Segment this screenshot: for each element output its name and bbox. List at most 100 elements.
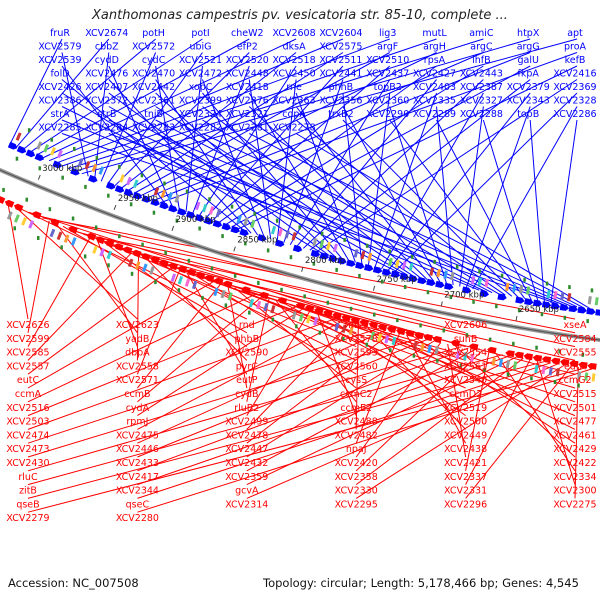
cog-feature-mark bbox=[184, 278, 191, 287]
minus-strand-feature bbox=[487, 346, 497, 354]
cog-feature-mark bbox=[434, 346, 440, 355]
minus-strand-gene-label: eutC bbox=[17, 375, 40, 386]
rna-feature-mark bbox=[436, 358, 439, 363]
plus-strand-gene-label: ihfB bbox=[472, 55, 491, 66]
minus-strand-gene-label: XCV2500 bbox=[444, 417, 487, 428]
plus-strand-feature bbox=[16, 145, 27, 154]
minus-strand-gene-label: XCV2477 bbox=[553, 417, 596, 428]
plus-leader-line bbox=[29, 38, 203, 154]
minus-strand-gene-label: XCV2554 bbox=[444, 348, 487, 359]
plus-leader-line bbox=[482, 119, 539, 301]
cog-feature-mark bbox=[560, 292, 565, 301]
rna-feature-mark bbox=[50, 137, 53, 142]
minus-strand-feature bbox=[323, 309, 333, 318]
minus-strand-gene-label: dbpA bbox=[125, 348, 150, 359]
minus-strand-gene-label: ccmD2 bbox=[449, 389, 482, 400]
cog-feature-mark bbox=[119, 174, 125, 183]
minus-leader-line bbox=[330, 315, 576, 417]
rna-feature-mark bbox=[266, 248, 270, 253]
minus-strand-feature bbox=[150, 256, 160, 264]
minus-strand-feature bbox=[450, 339, 461, 347]
plus-strand-gene-label: XCV2427 bbox=[413, 69, 456, 80]
plus-strand-feature bbox=[444, 282, 454, 290]
genome-stats-text: Topology: circular; Length: 5,178,466 bp… bbox=[263, 576, 579, 590]
cog-feature-mark bbox=[462, 351, 468, 361]
map-title: Xanthomonas campestris pv. vesicatoria s… bbox=[92, 8, 508, 23]
rna-feature-mark bbox=[483, 368, 486, 373]
cog-feature-mark bbox=[525, 286, 531, 295]
plus-strand-gene-label: efP2 bbox=[237, 42, 258, 53]
plus-leader-line bbox=[342, 119, 519, 298]
plus-strand-gene-label: fruR bbox=[50, 28, 70, 39]
minus-strand-gene-label: XCV2560 bbox=[335, 361, 378, 372]
plus-strand-feature bbox=[586, 307, 596, 315]
cog-feature-mark bbox=[220, 289, 226, 299]
cog-feature-mark bbox=[477, 277, 483, 286]
cog-feature-mark bbox=[450, 271, 455, 281]
cog-feature-mark bbox=[555, 368, 560, 377]
plus-leader-line bbox=[61, 133, 558, 305]
plus-strand-feature bbox=[355, 261, 365, 270]
minus-leader-line bbox=[152, 259, 357, 361]
plus-strand-gene-label: XCV2327 bbox=[460, 96, 503, 107]
plus-strand-feature bbox=[239, 228, 249, 237]
rna-feature-mark bbox=[381, 279, 384, 284]
minus-strand-gene-label: XCV2330 bbox=[335, 486, 378, 497]
minus-strand-gene-label: XCV2515 bbox=[553, 389, 596, 400]
rna-feature-mark bbox=[275, 218, 279, 223]
minus-strand-gene-label: XCV2488 bbox=[335, 417, 378, 428]
plus-strand-gene-label: trxB2 bbox=[328, 109, 354, 120]
cog-feature-mark bbox=[291, 232, 297, 241]
minus-strand-feature bbox=[414, 332, 424, 340]
rna-feature-mark bbox=[13, 226, 16, 231]
minus-leader-line bbox=[137, 296, 263, 403]
minus-strand-gene-label: XCV2519 bbox=[444, 403, 487, 414]
rna-feature-mark bbox=[118, 164, 121, 169]
rna-feature-mark bbox=[73, 147, 76, 151]
plus-leader-line bbox=[472, 106, 578, 290]
plus-strand-gene-label: XCV2343 bbox=[507, 96, 550, 107]
minus-strand-feature bbox=[50, 218, 60, 227]
minus-strand-gene-label: XCV2482 bbox=[335, 430, 378, 441]
minus-strand-feature bbox=[423, 334, 433, 342]
plus-strand-feature bbox=[185, 210, 196, 219]
cog-feature-mark bbox=[420, 343, 425, 352]
plus-strand-gene-label: XCV2356 bbox=[319, 96, 362, 107]
minus-strand-gene-label: rluB2 bbox=[234, 403, 259, 414]
scale-tick bbox=[233, 246, 236, 252]
plus-leader-line bbox=[120, 52, 297, 190]
plus-strand-gene-label: XCV2511 bbox=[319, 55, 362, 66]
plus-leader-line bbox=[381, 92, 484, 270]
minus-leader-line bbox=[27, 337, 421, 458]
plus-strand-feature bbox=[123, 188, 134, 197]
minus-strand-gene-label: XCV2555 bbox=[553, 348, 596, 359]
minus-strand-gene-label: XCV2571 bbox=[116, 375, 159, 386]
plus-strand-gene-label: argC bbox=[470, 42, 493, 53]
plus-strand-gene-label: XCV2448 bbox=[226, 69, 269, 80]
scale-tick bbox=[372, 285, 376, 291]
plus-leader-line bbox=[248, 79, 272, 240]
minus-leader-line bbox=[454, 344, 576, 458]
minus-strand-gene-label: XCV2558 bbox=[116, 361, 159, 372]
plus-strand-gene-label: argF bbox=[377, 42, 398, 53]
plus-leader-line bbox=[155, 65, 180, 210]
plus-leader-line bbox=[108, 65, 174, 208]
plus-strand-gene-label: XCV2376 bbox=[226, 96, 269, 107]
cog-feature-mark bbox=[546, 289, 551, 299]
plus-strand-feature bbox=[390, 270, 401, 278]
minus-strand-gene-label: XCV2432 bbox=[225, 458, 268, 469]
cog-feature-mark bbox=[367, 252, 373, 262]
plus-leader-line bbox=[202, 92, 343, 260]
plus-leader-line bbox=[295, 133, 591, 310]
plus-strand-gene-label: copA bbox=[282, 109, 306, 120]
minus-strand-feature bbox=[523, 353, 534, 361]
plus-leader-line bbox=[108, 133, 565, 306]
minus-strand-feature bbox=[104, 239, 115, 248]
cog-feature-mark bbox=[427, 344, 432, 354]
minus-leader-line bbox=[246, 298, 270, 402]
plus-leader-line bbox=[389, 119, 526, 299]
cog-feature-mark bbox=[208, 206, 215, 215]
minus-leader-line bbox=[42, 217, 576, 320]
plus-strand-gene-label: XCV2284 bbox=[85, 123, 128, 134]
minus-strand-feature bbox=[386, 325, 397, 334]
